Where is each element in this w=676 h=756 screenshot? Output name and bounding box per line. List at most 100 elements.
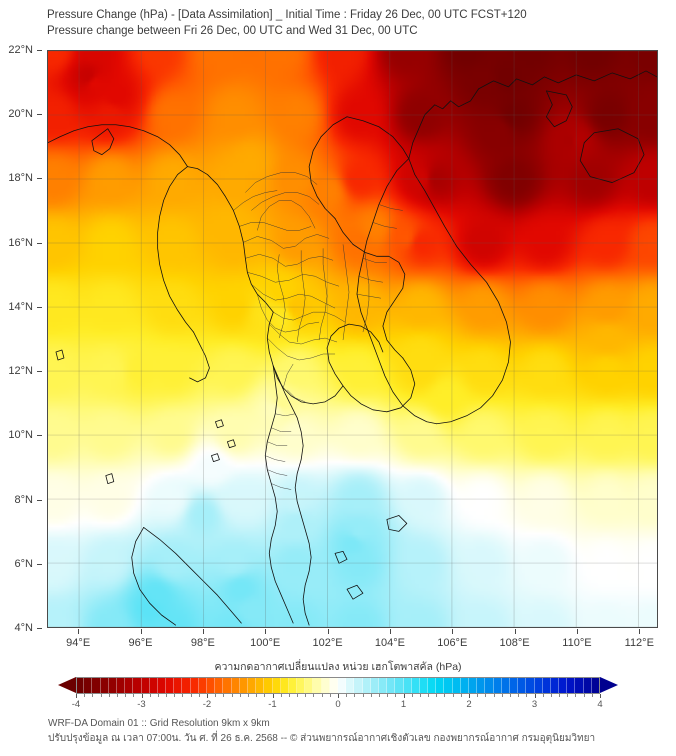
colorbar-tick-minor [428,694,430,697]
colorbar-cell [125,677,134,694]
colorbar-tick-minor [182,694,184,697]
colorbar-cell [378,677,388,694]
latitude-axis: 4°N 6°N 8°N 10°N 12°N 14°N 16°N 18°N 20°N 22°N [0,44,42,634]
colorbar-tick-minor [174,694,176,697]
colorbar-cell [133,677,142,694]
colorbar-tick-minor [501,694,503,697]
colorbar-cell [436,677,445,694]
colorbar-tick-minor [92,694,94,697]
colorbar-tick-major [76,694,77,698]
colorbar-tick-minor [223,694,225,697]
colorbar-tick-minor [116,694,118,697]
colorbar-tick-minor [419,694,421,697]
colorbar-tick-minor [378,694,380,697]
colorbar-cell [362,677,371,694]
colorbar-tick-minor [84,694,86,697]
colorbar-axis: -4 -3 -2 -1 0 1 2 3 4 [58,694,618,712]
latitude-tick-label: 12°N [8,365,33,378]
colorbar-cell [166,677,175,694]
colorbar [58,677,618,694]
longitude-tick-mark [514,629,516,634]
colorbar-cell [493,677,502,694]
colorbar-cell [428,677,437,694]
colorbar-cell [518,677,527,694]
colorbar-tick-major [338,694,339,698]
colorbar-cell [338,677,347,694]
footer-block: WRF-DA Domain 01 :: Grid Resolution 9km … [48,716,668,746]
colorbar-cell [550,677,560,694]
latitude-tick-mark [37,50,42,51]
longitude-tick-label: 104°E [374,637,405,649]
colorbar-tick-minor [436,694,438,697]
longitude-tick-label: 106°E [437,637,468,649]
pressure-change-field [48,51,657,627]
colorbar-cell [477,677,486,694]
colorbar-tick-label: -1 [268,699,277,710]
colorbar-tick-major [272,694,274,698]
colorbar-cell [157,677,167,694]
colorbar-cell [460,677,469,694]
colorbar-cell [239,677,248,694]
colorbar-tick-major [600,694,601,698]
colorbar-cell [485,677,494,694]
latitude-tick-mark [37,371,42,373]
colorbar-cell [215,677,224,694]
colorbar-tick-minor [370,694,372,697]
colorbar-cell [149,677,158,694]
longitude-tick-mark [576,629,578,634]
colorbar-cell [198,677,207,694]
colorbar-cell [207,677,216,694]
colorbar-tick-minor [321,694,323,697]
colorbar-tick-minor [125,694,127,697]
latitude-tick-mark [37,178,42,180]
colorbar-cell [190,677,199,694]
colorbar-gradient [76,677,600,694]
colorbar-cell [501,677,510,694]
colorbar-tick-minor [559,694,561,697]
longitude-tick-mark [140,629,142,634]
longitude-tick-mark [327,629,329,634]
longitude-tick-label: 112°E [624,637,654,649]
colorbar-tick-minor [583,694,585,697]
colorbar-cell [444,677,453,694]
colorbar-tick-minor [518,694,520,697]
latitude-tick-mark [37,563,42,565]
longitude-tick-label: 94°E [66,637,91,649]
longitude-axis: 94°E 96°E 98°E 100°E 102°E 104°E 106°E 108°E 110… [47,629,658,651]
colorbar-tick-minor [387,694,389,697]
colorbar-tick-minor [305,694,307,697]
colorbar-tick-major [534,694,536,698]
colorbar-cell [403,677,412,694]
colorbar-cell [280,677,289,694]
colorbar-cell [329,677,338,694]
colorbar-cell [534,677,543,694]
longitude-tick-mark [452,629,454,634]
footer-line-1: WRF-DA Domain 01 :: Grid Resolution 9km … [48,718,270,729]
colorbar-cell [297,677,306,694]
colorbar-tick-label: 0 [335,699,341,710]
colorbar-cell [509,677,519,694]
colorbar-tick-minor [215,694,217,697]
colorbar-tick-minor [362,694,364,697]
colorbar-cell [256,677,265,694]
colorbar-tick-minor [313,694,315,697]
colorbar-cell [370,677,379,694]
latitude-tick-mark [37,306,42,308]
longitude-tick-label: 98°E [190,637,215,649]
latitude-tick-label: 6°N [14,557,33,570]
colorbar-tick-minor [354,694,356,697]
colorbar-tick-minor [493,694,495,697]
colorbar-tick-major [403,694,405,698]
colorbar-cell [452,677,461,694]
colorbar-cell [419,677,429,694]
colorbar-tick-minor [567,694,569,697]
colorbar-cell [174,677,183,694]
colorbar-tick-minor [550,694,552,697]
colorbar-tick-minor [231,694,233,697]
longitude-tick-label: 110°E [562,637,592,649]
latitude-tick-mark [37,499,42,501]
colorbar-cell [567,677,576,694]
colorbar-cell [354,677,363,694]
footer-line-2: ปรับปรุงข้อมูล ณ เวลา 07:00น. วัน ศ. ที่… [48,733,596,744]
latitude-tick-label: 22°N [8,44,33,56]
